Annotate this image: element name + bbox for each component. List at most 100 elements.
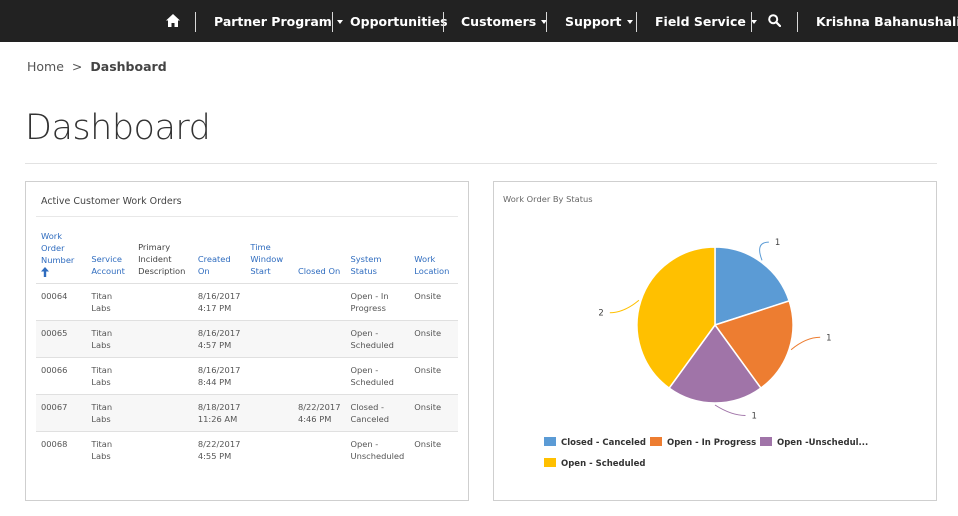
table-header-row: Work Order Number Service Account Primar…: [36, 226, 458, 284]
title-divider: [25, 163, 937, 164]
home-icon[interactable]: [166, 0, 180, 42]
chevron-down-icon: [626, 19, 633, 24]
column-header-work-location[interactable]: Work Location: [414, 254, 450, 276]
cell-time-window-start: [245, 283, 293, 321]
cell-work-order-number: 00066: [36, 357, 87, 395]
cell-closed-on: [292, 357, 346, 395]
legend-label: Closed - Canceled: [561, 438, 646, 448]
legend-swatch: [544, 437, 556, 446]
work-order-status-panel: Work Order By Status 1 1 1 2 Closed - Cance…: [493, 181, 937, 501]
legend-swatch: [760, 437, 772, 446]
top-navigation: Partner Program Opportunities Customers …: [0, 0, 958, 42]
chevron-down-icon: [336, 19, 343, 24]
legend-label: Open - In Progress: [667, 438, 757, 448]
table-row[interactable]: 00067 Titan Labs 8/18/2017 11:26 AM 8/22…: [36, 394, 458, 432]
cell-system-status: Open - Unscheduled: [345, 431, 410, 469]
cell-service-account: Titan Labs: [86, 431, 134, 469]
cell-closed-on: 8/22/2017 4:46 PM: [292, 394, 346, 432]
cell-closed-on: [292, 320, 346, 358]
table-row[interactable]: 00064 Titan Labs 8/16/2017 4:17 PM Open …: [36, 283, 458, 321]
data-label-leader: [759, 241, 769, 261]
pie-slice[interactable]: [668, 323, 762, 404]
data-label: 1: [826, 333, 831, 343]
cell-system-status: Closed - Canceled: [345, 394, 410, 432]
column-header-closed-on[interactable]: Closed On: [297, 266, 341, 276]
nav-separator: [751, 12, 752, 32]
cell-time-window-start: [245, 431, 293, 469]
cell-work-order-number: 00065: [36, 320, 87, 358]
pie-slice[interactable]: [713, 299, 794, 390]
cell-service-account: Titan Labs: [86, 357, 134, 395]
legend-item[interactable]: Closed - Canceled: [544, 437, 646, 448]
column-header-primary-incident: Primary Incident Description: [138, 242, 186, 276]
cell-service-account: Titan Labs: [86, 283, 134, 321]
page-title: Dashboard: [25, 108, 211, 148]
cell-primary-incident: [133, 394, 193, 432]
nav-separator: [443, 12, 444, 32]
cell-primary-incident: [133, 320, 193, 358]
search-icon[interactable]: [768, 0, 782, 42]
nav-separator: [636, 12, 637, 32]
data-label-leader: [609, 299, 640, 314]
cell-primary-incident: [133, 283, 193, 321]
chart-title: Work Order By Status: [503, 194, 593, 204]
nav-partner-program[interactable]: Partner Program: [214, 0, 343, 42]
column-header-created-on[interactable]: Created On: [197, 254, 231, 276]
sort-ascending-icon: [41, 267, 49, 277]
panel-heading-divider: [36, 216, 458, 217]
table-row[interactable]: 00068 Titan Labs 8/22/2017 4:55 PM Open …: [36, 431, 458, 469]
legend-label: Open - Scheduled: [561, 459, 646, 469]
table-row[interactable]: 00066 Titan Labs 8/16/2017 8:44 PM Open …: [36, 357, 458, 395]
nav-separator: [332, 12, 333, 32]
cell-time-window-start: [245, 357, 293, 395]
legend-item[interactable]: Open - In Progress: [650, 437, 757, 448]
user-menu[interactable]: Krishna Bahanushali: [816, 14, 958, 29]
cell-time-window-start: [245, 320, 293, 358]
nav-opportunities[interactable]: Opportunities: [350, 14, 448, 29]
cell-closed-on: [292, 431, 346, 469]
breadcrumb: Home > Dashboard: [27, 59, 167, 74]
nav-separator: [195, 12, 196, 32]
cell-created-on: 8/16/2017 4:17 PM: [192, 283, 246, 321]
cell-work-location: Onsite: [409, 320, 458, 358]
table-row[interactable]: 00065 Titan Labs 8/16/2017 4:57 PM Open …: [36, 320, 458, 358]
nav-customers[interactable]: Customers: [461, 0, 548, 42]
cell-work-location: Onsite: [409, 283, 458, 321]
column-header-work-order-number[interactable]: Work Order Number: [36, 226, 86, 284]
nav-separator: [797, 12, 798, 32]
legend-item[interactable]: Open -Unschedul...: [760, 437, 869, 448]
breadcrumb-home-link[interactable]: Home: [27, 59, 64, 74]
data-label-leader: [714, 404, 746, 417]
cell-service-account: Titan Labs: [86, 320, 134, 358]
chevron-down-icon: [541, 19, 548, 24]
work-orders-heading: Active Customer Work Orders: [41, 196, 182, 207]
legend-swatch: [650, 437, 662, 446]
pie-slice[interactable]: [714, 246, 791, 327]
cell-closed-on: [292, 283, 346, 321]
cell-system-status: Open - Scheduled: [345, 320, 410, 358]
cell-work-order-number: 00064: [36, 283, 87, 321]
cell-system-status: Open - Scheduled: [345, 357, 410, 395]
cell-created-on: 8/18/2017 11:26 AM: [192, 394, 246, 432]
cell-work-location: Onsite: [409, 431, 458, 469]
pie-slice[interactable]: [636, 246, 716, 390]
legend-item[interactable]: Open - Scheduled: [544, 458, 646, 469]
column-header-time-window-start[interactable]: Time Window Start: [250, 242, 284, 276]
column-header-service-account[interactable]: Service Account: [91, 254, 125, 276]
cell-created-on: 8/16/2017 8:44 PM: [192, 357, 246, 395]
cell-work-location: Onsite: [409, 394, 458, 432]
cell-primary-incident: [133, 431, 193, 469]
cell-work-order-number: 00067: [36, 394, 87, 432]
cell-service-account: Titan Labs: [86, 394, 134, 432]
cell-time-window-start: [245, 394, 293, 432]
pie-chart: 1 1 1 2: [598, 238, 831, 422]
nav-separator: [546, 12, 547, 32]
cell-created-on: 8/22/2017 4:55 PM: [192, 431, 246, 469]
nav-support[interactable]: Support: [565, 0, 633, 42]
nav-field-service[interactable]: Field Service: [655, 0, 757, 42]
legend-label: Open -Unschedul...: [777, 438, 869, 448]
data-label: 1: [751, 412, 756, 422]
work-orders-table: Work Order Number Service Account Primar…: [36, 226, 458, 469]
column-header-system-status[interactable]: System Status: [350, 254, 382, 276]
cell-created-on: 8/16/2017 4:57 PM: [192, 320, 246, 358]
